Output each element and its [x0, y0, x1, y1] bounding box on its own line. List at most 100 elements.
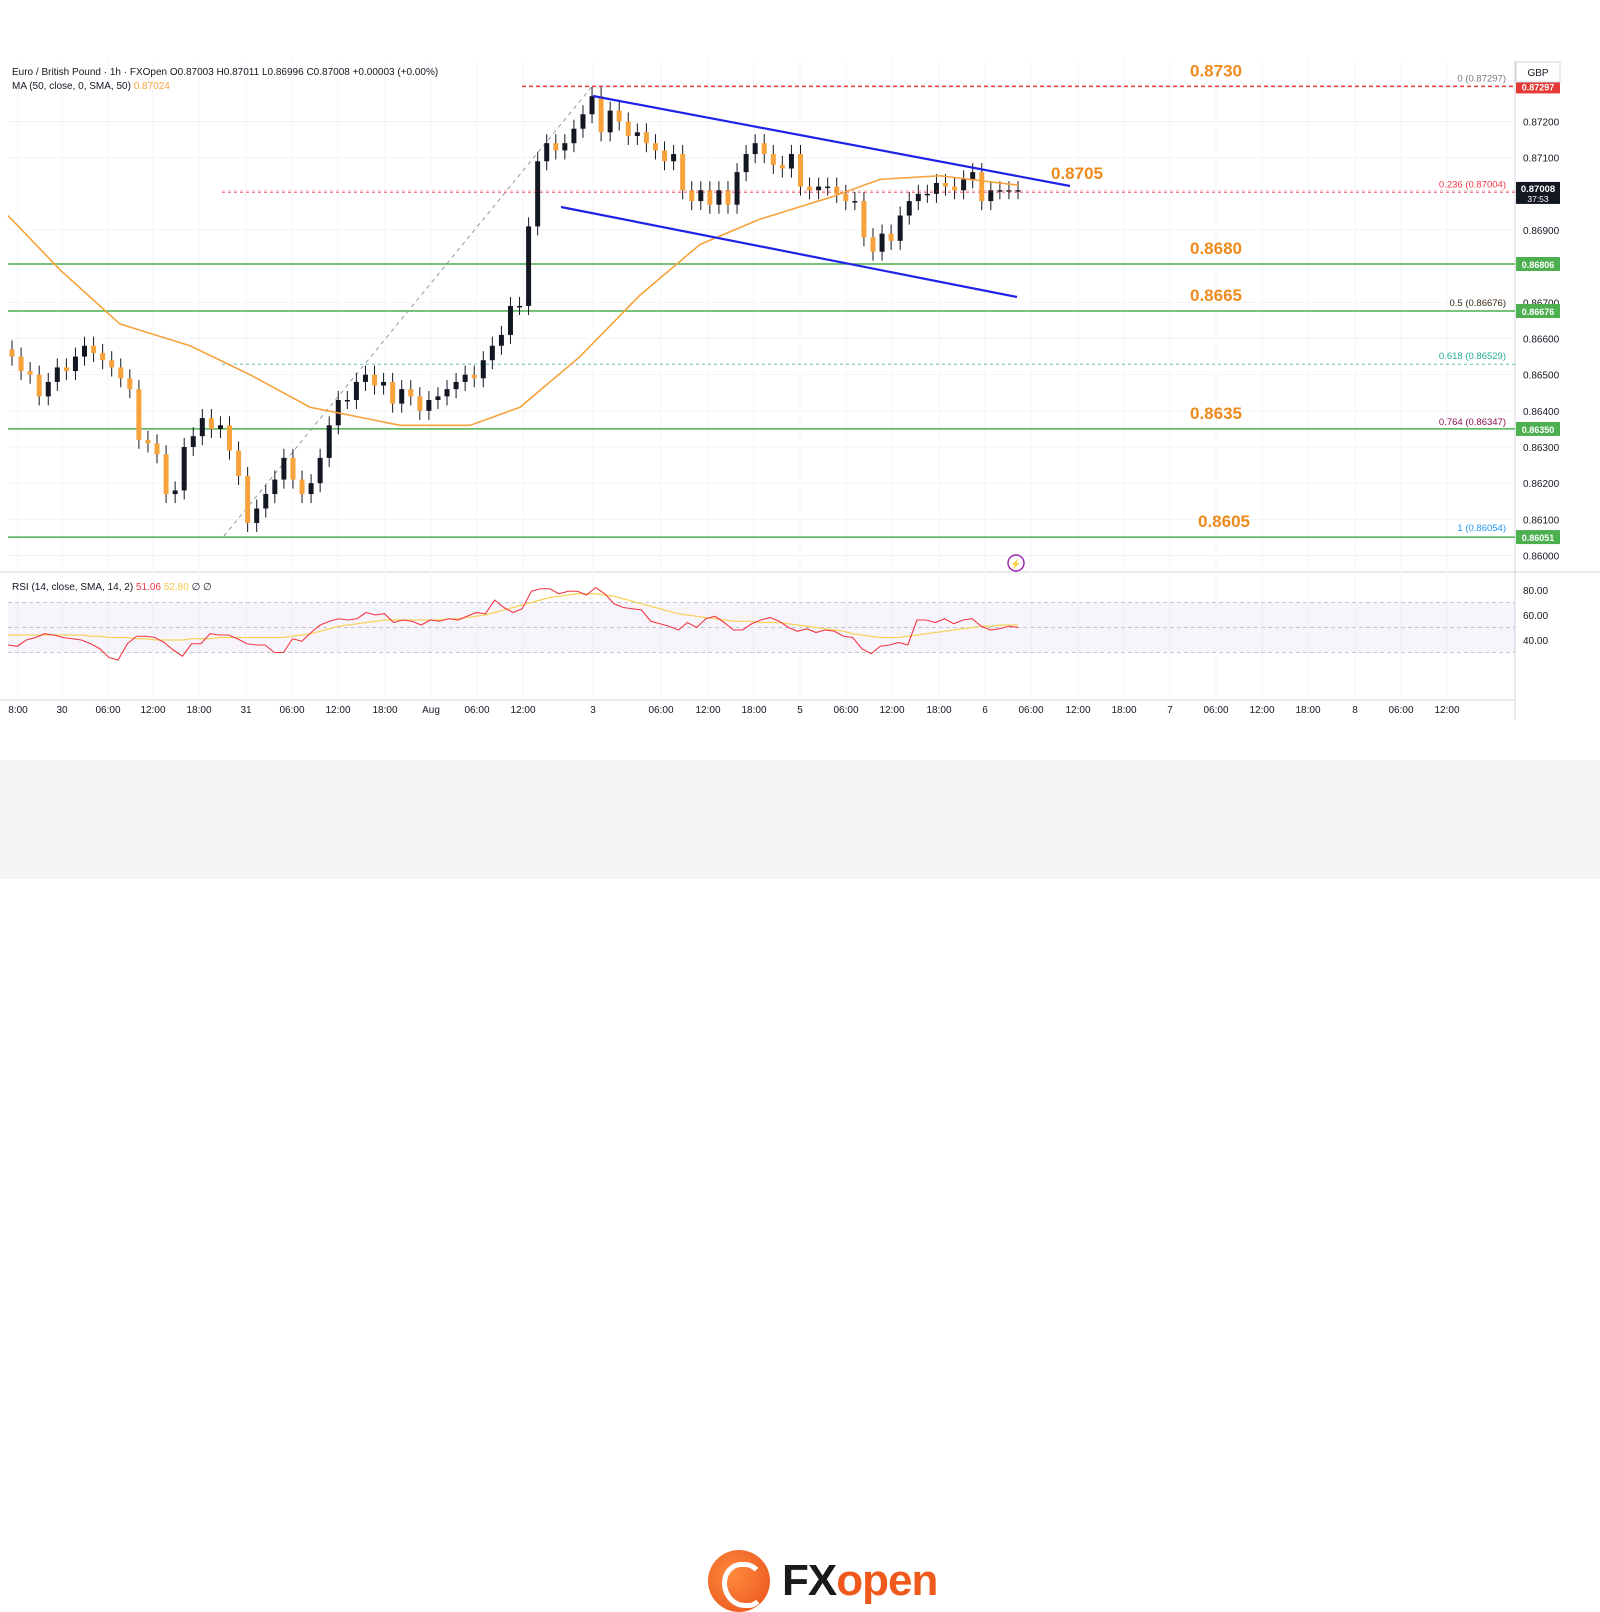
candle	[779, 164, 785, 169]
currency-box	[1515, 61, 1561, 83]
candle	[807, 186, 813, 191]
candle	[317, 457, 323, 484]
logo-wordmark: FXopen	[782, 1556, 938, 1606]
x-tick-label: 06:00	[1018, 705, 1043, 716]
y-tick-label: 0.86600	[1523, 335, 1560, 346]
candle	[961, 179, 967, 191]
candle	[36, 374, 42, 397]
fib-label: 1 (0.86054)	[1457, 523, 1506, 534]
candle	[489, 345, 495, 361]
y-tick-label: 0.86100	[1523, 515, 1560, 526]
candle	[843, 193, 849, 202]
candle	[27, 371, 33, 375]
candle	[236, 450, 242, 476]
candle	[172, 490, 178, 495]
candle	[299, 479, 305, 495]
x-tick-label: 12:00	[1434, 705, 1459, 716]
candle	[952, 186, 958, 191]
candle	[45, 381, 51, 397]
rsi-sma-line	[8, 593, 1018, 641]
x-tick-label: 30	[56, 705, 68, 716]
axis-price-tag	[1516, 79, 1560, 94]
axis-price-tag	[1516, 530, 1560, 545]
candle	[145, 439, 151, 444]
candle	[417, 396, 423, 411]
candle	[752, 143, 758, 155]
fxopen-logo: FXopen	[708, 1550, 938, 1612]
candle	[933, 182, 939, 194]
candle	[444, 389, 450, 397]
candle	[453, 381, 459, 390]
y-tick-label: 0.86200	[1523, 479, 1560, 490]
x-tick-label: 12:00	[695, 705, 720, 716]
candle	[9, 349, 15, 357]
rsi-tick-label: 40.00	[1523, 636, 1548, 647]
fib-label: 0.5 (0.86676)	[1449, 298, 1506, 309]
candle	[698, 190, 704, 202]
price-chart[interactable]: 0.87200 0.87100 0.86900 0.86700 0.86600 0.865…	[0, 0, 1600, 760]
x-tick-label: 6	[982, 705, 988, 716]
candle	[616, 110, 622, 122]
axis-price-tag-text: 0.86350	[1522, 425, 1555, 435]
current-price-text: 0.87008	[1521, 184, 1555, 195]
alert-icon	[1007, 554, 1025, 572]
candle	[498, 334, 504, 346]
candle	[381, 381, 387, 386]
candle	[861, 201, 867, 238]
axis-price-tag-text: 0.87297	[1522, 82, 1555, 92]
x-tick-label: 12:00	[325, 705, 350, 716]
candle	[852, 201, 858, 203]
candle	[761, 143, 767, 155]
candle	[91, 345, 97, 353]
chart-area[interactable]: 0.87200 0.87100 0.86900 0.86700 0.86600 0.865…	[0, 0, 1600, 760]
candle	[199, 418, 205, 437]
ma-legend: MA (50, close, 0, SMA, 50) 0.87024	[12, 81, 170, 92]
fib-label: 0.764 (0.86347)	[1439, 417, 1506, 428]
axis-price-tag-text: 0.86806	[1522, 260, 1555, 270]
axis-price-tag	[1516, 421, 1560, 436]
candle	[399, 389, 405, 404]
candle	[643, 132, 649, 144]
y-tick-label: 0.86300	[1523, 443, 1560, 454]
candle	[580, 114, 586, 129]
candle	[906, 201, 912, 216]
x-tick-label: 06:00	[1203, 705, 1228, 716]
candle	[662, 150, 668, 162]
candle	[834, 186, 840, 194]
fib-label: 0.236 (0.87004)	[1439, 179, 1506, 190]
current-price-tag	[1516, 181, 1560, 204]
rsi-legend-value: 51.06	[136, 582, 164, 593]
rsi-legend-extra: ∅ ∅	[192, 582, 212, 593]
candle	[435, 396, 441, 400]
upper-trendline	[592, 94, 1071, 188]
candle	[82, 345, 88, 357]
candle	[870, 237, 876, 252]
x-tick-label: 06:00	[648, 705, 673, 716]
x-tick-label: 5	[797, 705, 803, 716]
trendline-label: 0.8705	[1051, 164, 1103, 183]
x-tick-label: 12:00	[140, 705, 165, 716]
axis-price-tag-text: 0.86051	[1522, 533, 1555, 543]
rsi-tick-label: 60.00	[1523, 611, 1548, 622]
candle	[127, 378, 133, 390]
candle	[671, 154, 677, 162]
candle	[598, 96, 604, 133]
moving-average-line	[7, 174, 1019, 427]
x-tick-label: Aug	[422, 705, 440, 716]
candle	[154, 443, 160, 455]
logo-open-text: open	[836, 1556, 938, 1605]
candle	[970, 172, 976, 180]
candle	[607, 110, 613, 133]
candle	[979, 172, 985, 202]
y-tick-label: 0.87100	[1523, 154, 1560, 165]
candle	[353, 381, 359, 400]
candle	[480, 360, 486, 379]
candle	[181, 447, 187, 491]
candle	[208, 418, 214, 429]
y-tick-label: 0.86900	[1523, 226, 1560, 237]
lightning-icon: ⚡	[1010, 558, 1021, 570]
candle	[163, 454, 169, 495]
candle	[63, 367, 69, 372]
candle	[281, 457, 287, 480]
candle	[471, 374, 477, 379]
